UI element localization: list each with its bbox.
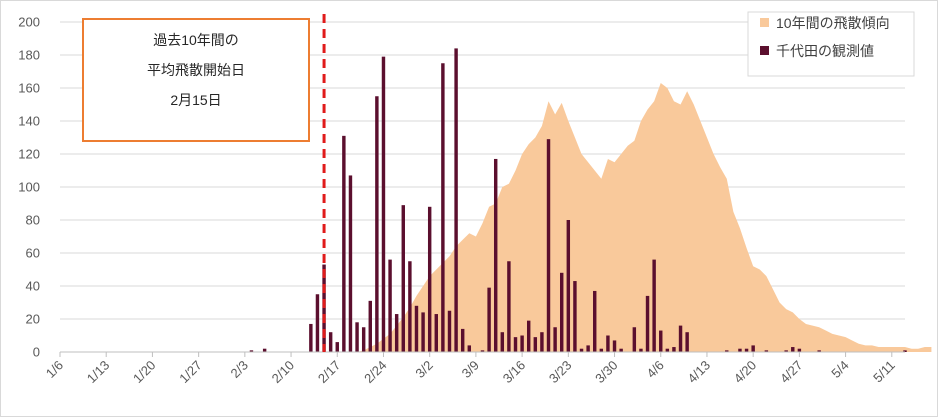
observed-bar — [764, 350, 769, 352]
observed-bar — [335, 342, 339, 352]
observed-bar — [526, 320, 531, 352]
observed-bar — [546, 139, 551, 352]
y-tick-label: 200 — [18, 15, 40, 30]
observed-bar — [533, 337, 538, 352]
y-tick-label: 60 — [26, 246, 40, 261]
observed-bar — [645, 295, 650, 352]
legend-frame — [747, 11, 915, 77]
observed-bar — [309, 323, 313, 352]
observed-bar — [315, 294, 320, 352]
y-tick-label: 40 — [26, 279, 40, 294]
observed-bar — [447, 310, 452, 352]
observed-bar — [903, 350, 907, 352]
observed-bar — [361, 327, 366, 352]
observed-bar — [434, 314, 438, 352]
observed-bar — [738, 348, 742, 352]
observed-bar — [784, 350, 788, 352]
legend-swatch-observed — [760, 46, 769, 55]
y-tick-label: 160 — [18, 81, 40, 96]
observed-bar — [685, 332, 689, 352]
annotation-line-1: 過去10年間の — [153, 32, 239, 48]
observed-bar — [414, 305, 419, 352]
observed-bar — [368, 300, 372, 352]
annotation-box-frame — [82, 18, 310, 142]
observed-bar — [507, 261, 511, 352]
observed-bar — [672, 347, 676, 352]
observed-bar — [579, 348, 584, 352]
legend-swatch-trend — [760, 18, 769, 27]
observed-bar — [454, 48, 458, 353]
observed-bar — [632, 327, 637, 352]
observed-bar — [322, 264, 326, 352]
y-tick-label: 20 — [26, 312, 40, 327]
annotation-line-2: 平均飛散開始日 — [147, 62, 245, 78]
annotation-box: 過去10年間の 平均飛散開始日 2月15日 — [82, 18, 310, 142]
observed-bar — [348, 175, 353, 352]
legend-label-trend: 10年間の飛散傾向 — [776, 15, 890, 31]
observed-bar — [493, 158, 498, 352]
observed-bar — [817, 350, 821, 352]
observed-bar — [500, 332, 505, 352]
observed-bar — [381, 56, 386, 353]
observed-bar — [520, 335, 524, 352]
y-tick-label: 80 — [26, 213, 40, 228]
observed-bar — [566, 220, 571, 352]
y-tick-label: 100 — [18, 180, 40, 195]
observed-bar — [441, 63, 445, 352]
observed-bar — [665, 348, 670, 352]
observed-bar — [394, 314, 399, 352]
observed-bar — [342, 135, 346, 352]
observed-bar — [467, 345, 472, 352]
observed-bar — [480, 350, 485, 352]
y-tick-label: 120 — [18, 147, 40, 162]
observed-bar — [355, 322, 359, 352]
annotation-line-3: 2月15日 — [170, 92, 221, 108]
observed-bar — [619, 348, 623, 352]
observed-bar — [540, 332, 544, 352]
observed-bar — [573, 281, 577, 352]
observed-bar — [401, 205, 405, 352]
observed-bar — [586, 345, 590, 352]
y-tick-label: 0 — [33, 345, 40, 360]
observed-bar — [744, 348, 749, 352]
observed-bar — [639, 348, 643, 352]
observed-bar — [487, 287, 491, 352]
observed-bar — [751, 345, 755, 352]
observed-bar — [599, 348, 604, 352]
observed-bar — [560, 272, 564, 352]
observed-bar — [388, 259, 392, 352]
observed-bar — [652, 259, 656, 352]
observed-bar — [678, 325, 683, 352]
y-tick-label: 140 — [18, 114, 40, 129]
observed-bar — [797, 348, 802, 352]
observed-bar — [612, 340, 617, 352]
observed-bar — [328, 332, 333, 352]
observed-bar — [375, 96, 379, 352]
observed-bar — [262, 348, 267, 352]
y-tick-label: 180 — [18, 48, 40, 63]
observed-bar — [513, 337, 518, 352]
observed-bars-layer — [249, 48, 907, 353]
observed-bar — [606, 335, 610, 352]
legend-label-observed: 千代田の観測値 — [776, 43, 874, 59]
observed-bar — [249, 350, 254, 352]
observed-bar — [553, 327, 557, 352]
observed-bar — [725, 350, 729, 352]
observed-bar — [427, 206, 432, 352]
observed-bar — [791, 347, 795, 352]
observed-bar — [460, 328, 465, 352]
observed-bar — [593, 290, 597, 352]
legend: 10年間の飛散傾向 千代田の観測値 — [747, 11, 915, 77]
observed-bar — [421, 312, 425, 352]
observed-bar — [408, 261, 412, 352]
observed-bar — [659, 330, 663, 352]
